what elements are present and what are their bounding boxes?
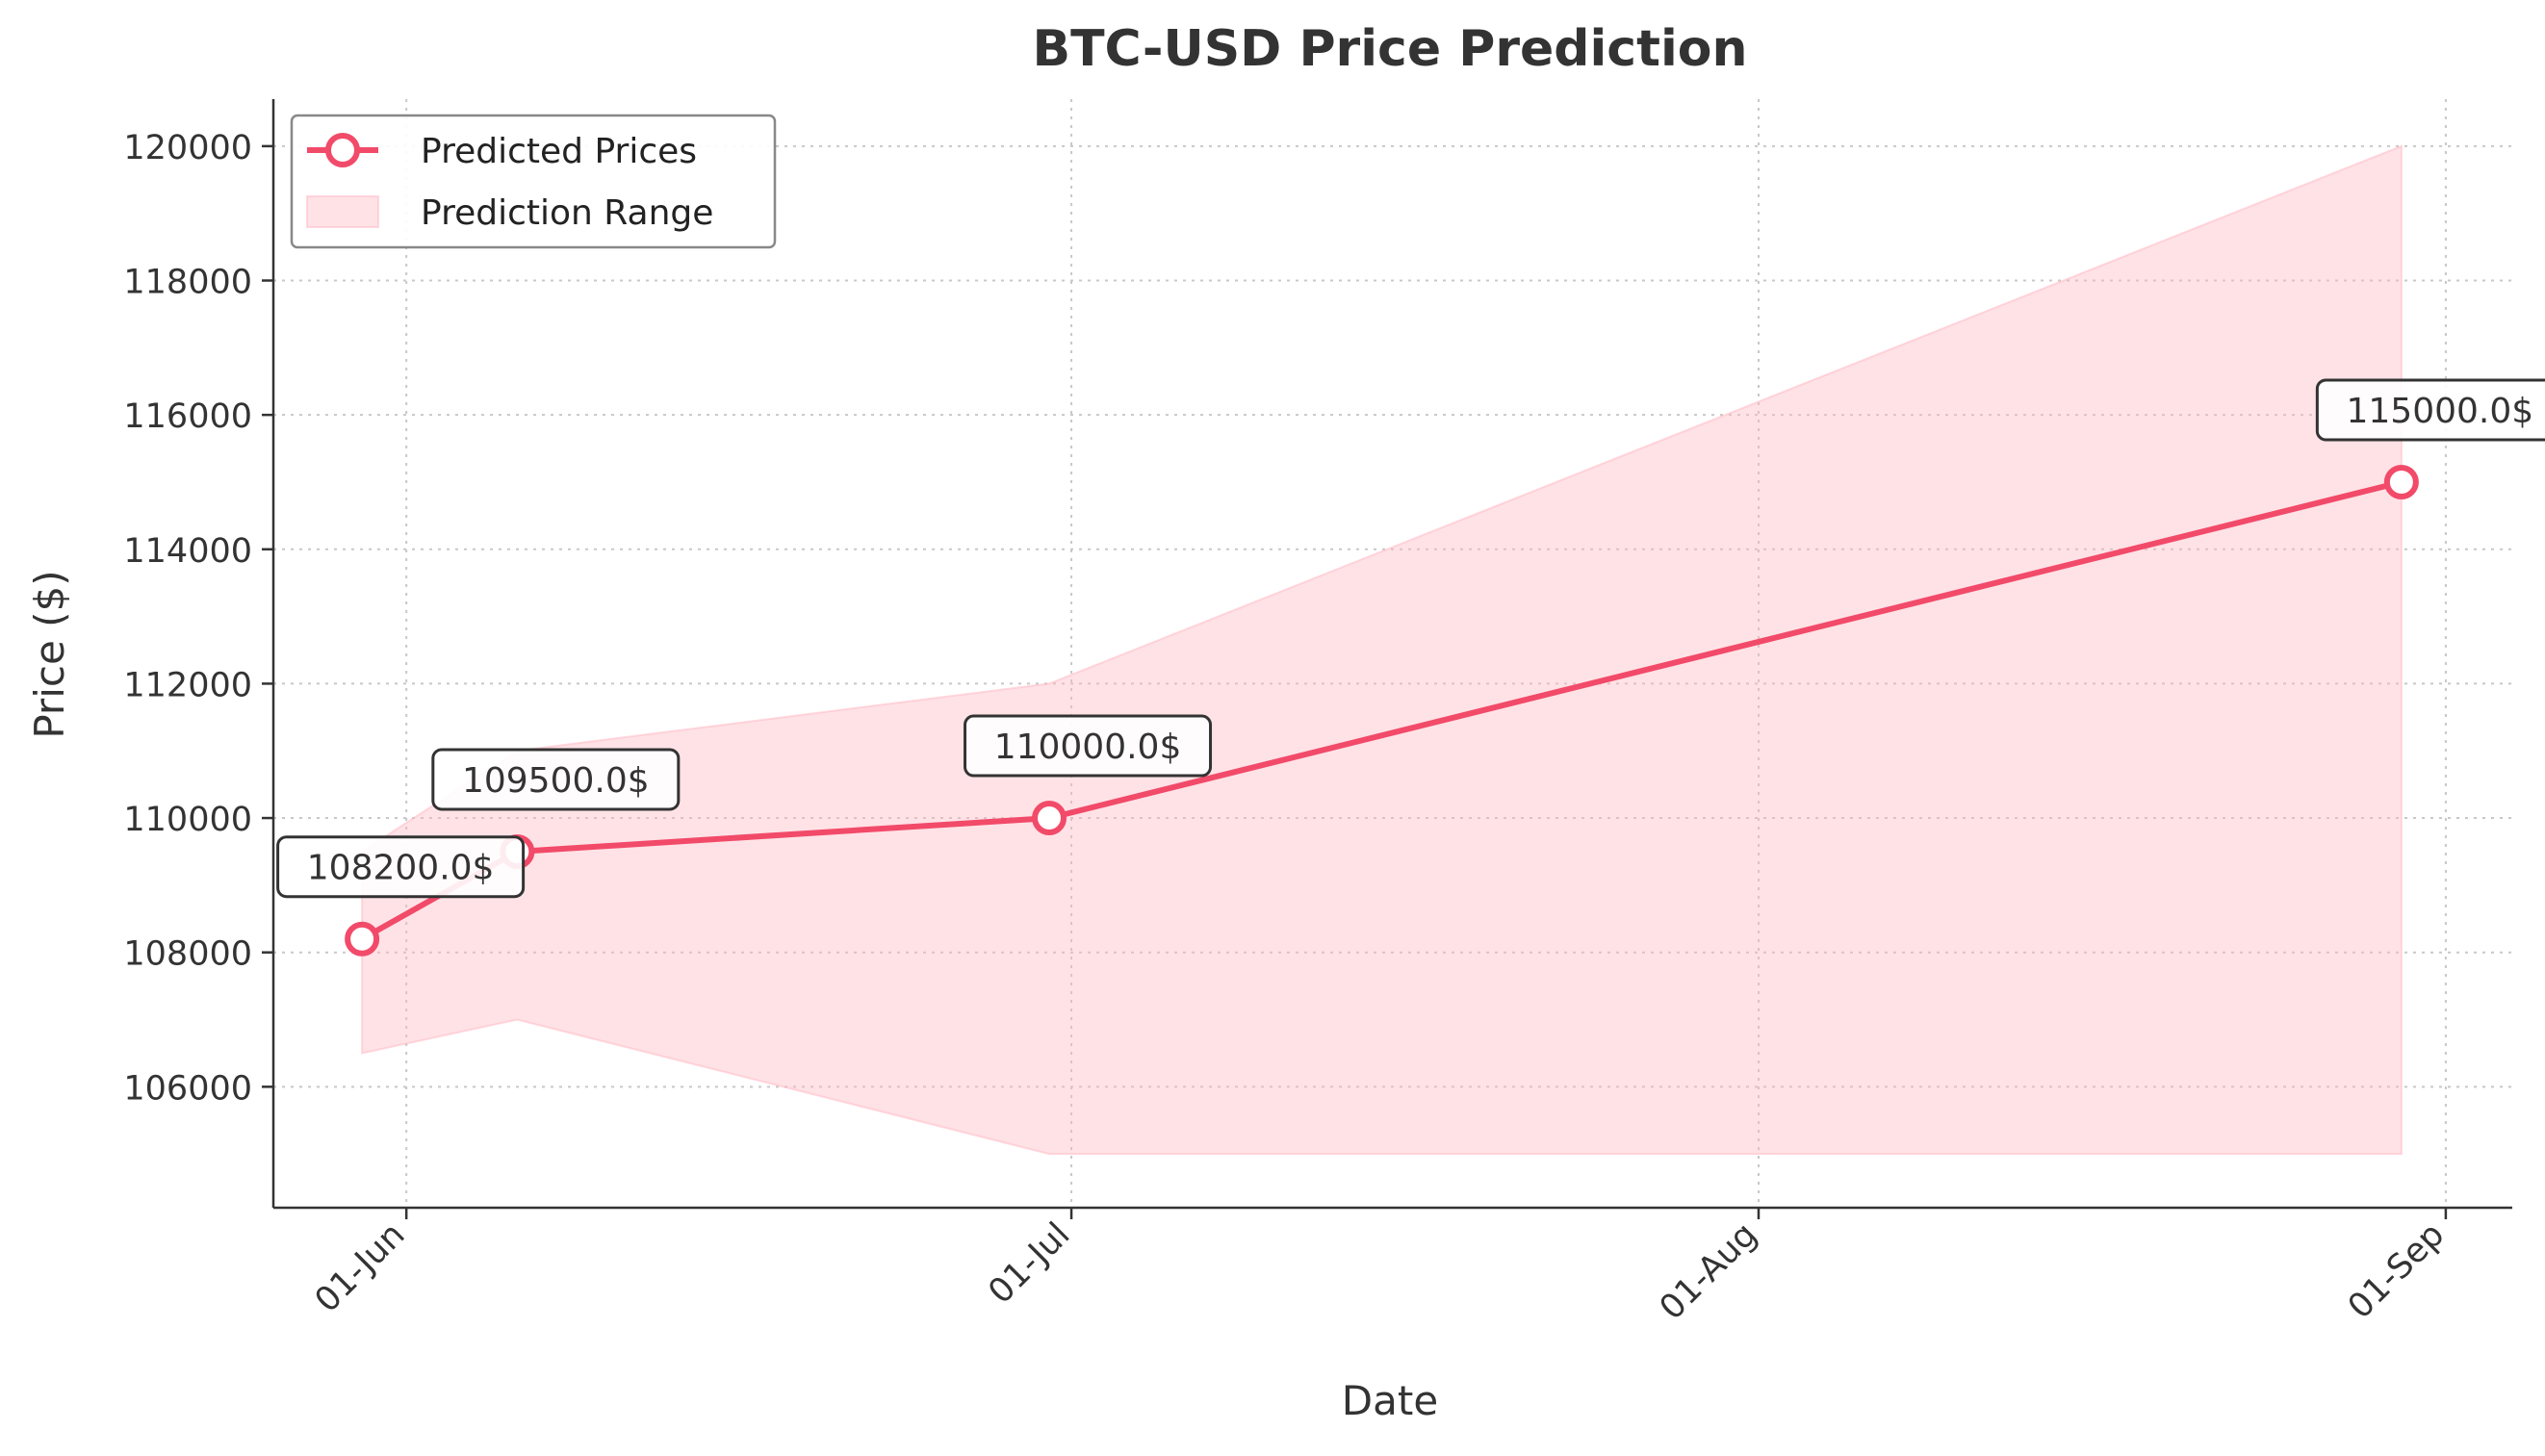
predicted-price-point <box>345 921 380 957</box>
data-label-box <box>2315 378 2545 442</box>
y-tick-label: 108000 <box>123 935 252 974</box>
data-label: 110000.0$ <box>994 728 1182 767</box>
legend-box <box>290 114 777 249</box>
data-labels: 108200.0$ 109500.0$ 110000.0$ 115000.0$ <box>276 378 2545 899</box>
x-tick-label: 01-Jun <box>308 1215 413 1320</box>
legend-marker-swatch <box>325 133 360 167</box>
data-label-box <box>431 748 681 811</box>
legend: Predicted Prices Prediction Range <box>290 114 777 249</box>
y-tick-label: 116000 <box>123 397 252 436</box>
data-label: 108200.0$ <box>307 849 495 888</box>
y-axis-label: Price ($) <box>26 570 73 738</box>
data-label: 109500.0$ <box>462 761 650 801</box>
grid-lines <box>273 99 2512 1208</box>
legend-label-predicted-prices: Predicted Prices <box>421 132 697 171</box>
x-tick-label: 01-Aug <box>1653 1215 1764 1327</box>
predicted-price-point <box>1032 801 1067 836</box>
y-tick-label: 120000 <box>123 129 252 167</box>
prediction-range-band <box>361 144 2403 1156</box>
y-tick-label: 118000 <box>123 264 252 302</box>
prediction-range-band-layer <box>361 144 2403 1156</box>
x-axis-label: Date <box>1342 1377 1438 1424</box>
chart-title: BTC-USD Price Prediction <box>1032 20 1747 78</box>
data-label-box <box>964 714 1213 778</box>
predicted-price-point <box>2383 464 2419 499</box>
y-tick-label: 110000 <box>123 801 252 839</box>
legend-label-prediction-range: Prediction Range <box>421 193 713 233</box>
legend-band-swatch <box>306 195 379 228</box>
x-tick-label: 01-Jul <box>981 1215 1077 1312</box>
data-label-box <box>276 835 526 899</box>
y-tick-label: 114000 <box>123 532 252 571</box>
y-tick-label: 112000 <box>123 666 252 704</box>
y-tick-label: 106000 <box>123 1069 252 1108</box>
data-label: 115000.0$ <box>2347 392 2534 431</box>
x-tick-label: 01-Sep <box>2341 1215 2452 1326</box>
